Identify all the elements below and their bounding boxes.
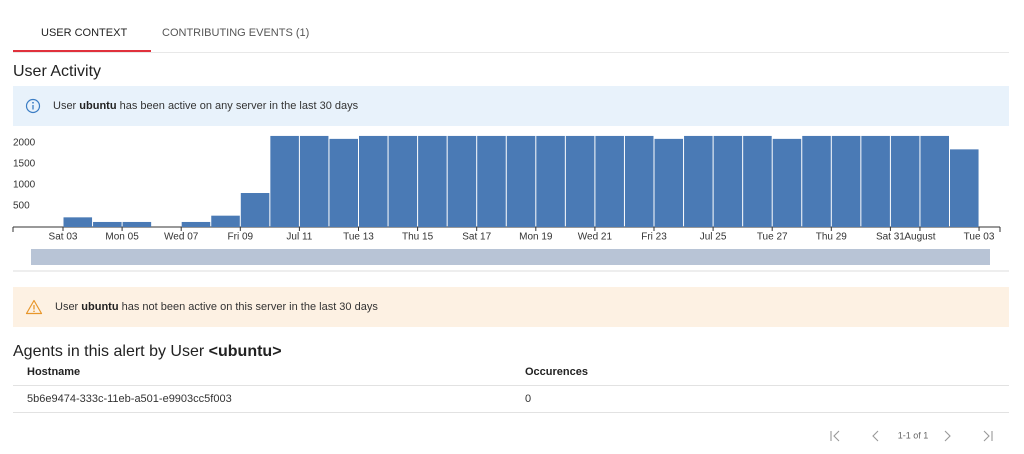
bar: [270, 135, 299, 227]
section-title: User Activity: [13, 63, 102, 80]
x-tick-label: Wed 07: [164, 232, 199, 243]
x-tick-label: Thu 29: [816, 232, 848, 243]
bar: [831, 135, 861, 227]
bar: [920, 135, 949, 227]
x-tick-label: Sat 31: [876, 232, 905, 243]
x-tick-label: Thu 15: [402, 232, 434, 243]
x-tick-label: Fri 23: [641, 232, 667, 243]
row-divider: [13, 412, 1009, 413]
user: <ubuntu>: [208, 343, 282, 360]
y-tick-label: 2000: [13, 138, 36, 149]
text: Agents in this alert by User: [13, 343, 205, 360]
x-tick-label: Wed 21: [578, 232, 613, 243]
bar: [388, 135, 418, 227]
bar: [299, 135, 329, 227]
bar: [624, 135, 654, 227]
cell: 5b6e9474-333c-11eb-a501-e9903cc5f003: [27, 393, 232, 405]
warning-banner: User ubuntu has not been active on this …: [13, 287, 1009, 327]
bar: [122, 221, 152, 227]
x-tick-label: August: [904, 232, 935, 243]
bar: [359, 135, 388, 227]
tab-indicator: [13, 50, 151, 52]
bar: [950, 149, 979, 227]
next-page[interactable]: [944, 430, 951, 442]
text: has been active on any server in the las…: [119, 100, 359, 112]
x-tick-label: Sat 03: [49, 232, 78, 243]
y-tick-label: 1000: [13, 180, 36, 191]
bar: [861, 135, 890, 227]
page-status: 1-1 of 1: [898, 430, 929, 440]
row-divider: [13, 385, 1009, 386]
warning-text: User ubuntu has not been active on this …: [55, 301, 378, 313]
bar: [565, 135, 595, 227]
pagination: 1-1 of 1: [830, 430, 993, 442]
bar: [240, 193, 270, 227]
bar: [595, 135, 624, 227]
bar: [684, 135, 713, 227]
text: User: [53, 100, 77, 112]
bar: [63, 217, 93, 227]
column-header[interactable]: Hostname: [27, 366, 81, 378]
user: ubuntu: [79, 100, 117, 112]
x-tick-label: Tue 27: [757, 232, 788, 243]
info-text: User ubuntu has been active on any serve…: [53, 100, 358, 112]
bar: [713, 135, 743, 227]
bar: [477, 135, 506, 227]
range-slider[interactable]: [31, 249, 990, 265]
info-banner: User ubuntu has been active on any serve…: [13, 86, 1009, 126]
cell: 0: [525, 393, 532, 405]
x-tick-label: Mon 19: [519, 232, 553, 243]
y-tick-label: 1500: [13, 159, 36, 170]
last-page[interactable]: [983, 430, 993, 442]
x-tick-label: Fri 09: [228, 232, 254, 243]
tab[interactable]: USER CONTEXT: [41, 27, 128, 39]
bar: [772, 138, 802, 227]
text: has not been active on this server in th…: [121, 301, 378, 313]
info-icon: [25, 98, 41, 114]
user: ubuntu: [81, 301, 119, 313]
x-tick-label: Tue 03: [964, 232, 995, 243]
x-tick-label: Sat 17: [462, 232, 491, 243]
prev-page[interactable]: [872, 430, 879, 442]
column-header[interactable]: Occurences: [525, 366, 588, 378]
text: User: [55, 301, 79, 313]
bar: [654, 138, 684, 227]
bar: [418, 135, 447, 227]
bar: [447, 135, 477, 227]
bar: [802, 135, 831, 227]
bar: [181, 221, 211, 227]
y-tick-label: 500: [13, 201, 30, 212]
bar: [329, 138, 358, 227]
bar: [890, 135, 920, 227]
warning-icon: [25, 299, 43, 315]
first-page[interactable]: [830, 430, 840, 442]
bar: [506, 135, 536, 227]
tab[interactable]: CONTRIBUTING EVENTS (1): [162, 27, 310, 39]
x-tick-label: Jul 25: [700, 232, 727, 243]
bar: [743, 135, 772, 227]
bar: [536, 135, 565, 227]
x-tick-label: Mon 05: [105, 232, 139, 243]
x-tick-label: Jul 11: [286, 232, 312, 243]
bar: [211, 215, 240, 227]
tab-divider: [13, 52, 1009, 53]
agents-title: Agents in this alert by User <ubuntu>: [13, 343, 282, 361]
x-tick-label: Tue 13: [343, 232, 374, 243]
bar: [93, 221, 122, 227]
chart: 500 1000 1500 2000 Sat 03 Mon 05 Wed 07 Fri 09 J…: [12, 135, 1009, 272]
